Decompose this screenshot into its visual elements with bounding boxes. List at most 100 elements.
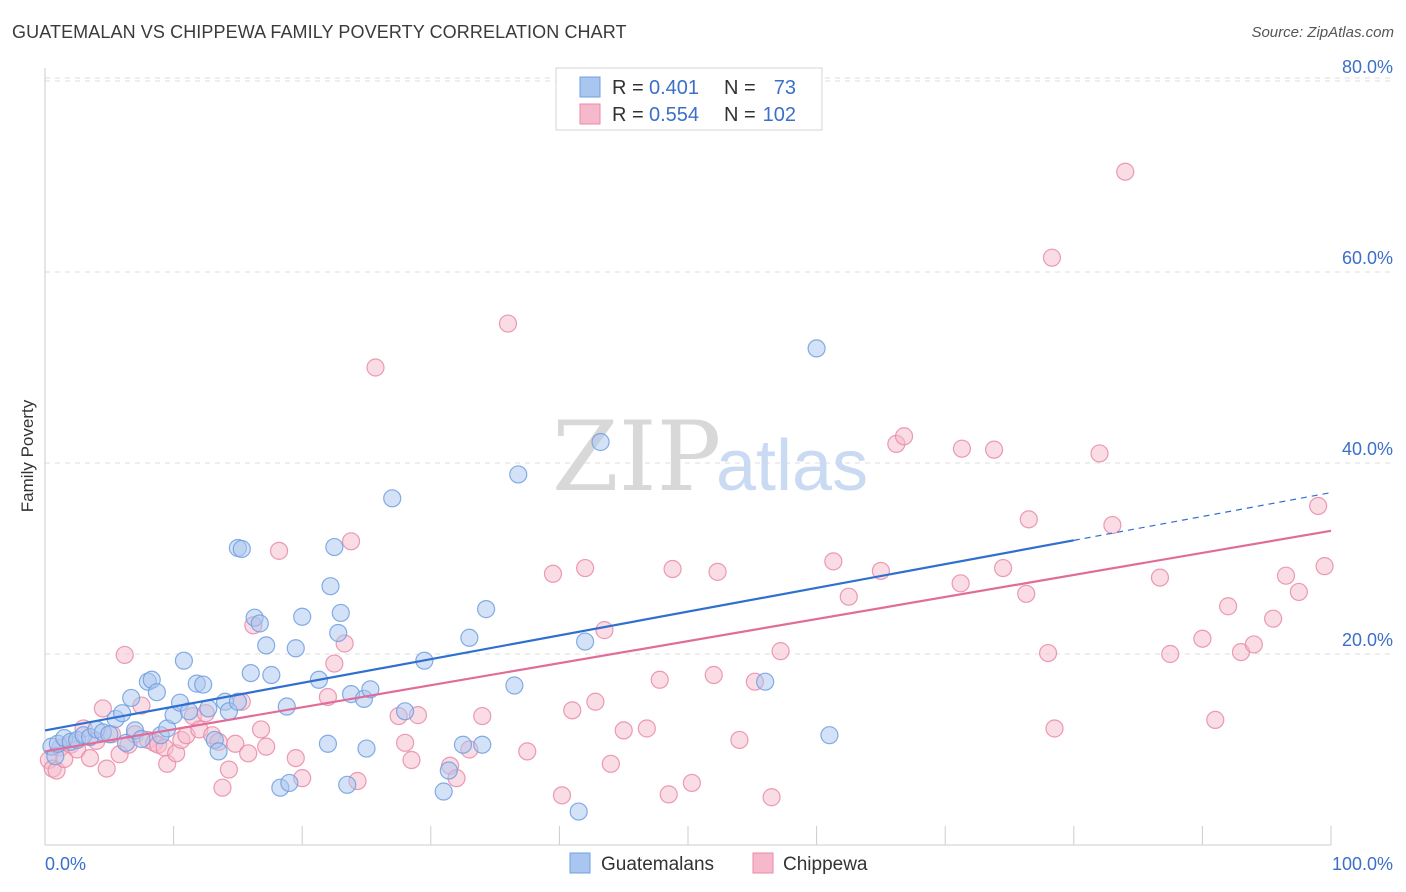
point-guatemalans-47	[318, 734, 338, 753]
point-guatemalans-52	[338, 775, 357, 794]
point-chippewa-65	[614, 721, 633, 740]
point-guatemalans-38	[250, 614, 269, 633]
point-chippewa-104	[1309, 496, 1328, 516]
point-guatemalans-66	[505, 676, 524, 695]
point-chippewa-84	[984, 440, 1004, 459]
point-chippewa-78	[839, 587, 858, 606]
point-guatemalans-39	[257, 636, 276, 655]
legend-n-value-1: 73	[774, 77, 796, 99]
point-chippewa-66	[637, 719, 656, 738]
point-chippewa-93	[1116, 162, 1135, 181]
point-chippewa-49	[395, 733, 415, 752]
point-guatemalans-70	[591, 432, 610, 452]
y-tick-label-2: 60.0%	[1342, 248, 1393, 268]
point-guatemalans-51	[331, 603, 350, 623]
point-chippewa-37	[251, 720, 271, 739]
point-guatemalans-71	[756, 672, 775, 691]
point-chippewa-82	[951, 574, 970, 593]
point-guatemalans-73	[820, 726, 839, 745]
point-chippewa-90	[1045, 719, 1064, 738]
point-guatemalans-28	[199, 699, 218, 718]
point-chippewa-89	[1042, 248, 1062, 267]
point-chippewa-31	[213, 778, 232, 797]
legend-r-value-1: 0.401	[649, 77, 699, 99]
point-guatemalans-49	[325, 537, 344, 557]
point-chippewa-60	[563, 701, 582, 720]
y-tick-label-1: 40.0%	[1342, 439, 1393, 459]
series-legend-label-chippewa: Chippewa	[783, 854, 868, 875]
chart-title: GUATEMALAN VS CHIPPEWA FAMILY POVERTY CO…	[12, 22, 627, 42]
point-chippewa-61	[576, 558, 595, 578]
point-guatemalans-24	[174, 651, 193, 670]
point-chippewa-33	[226, 734, 245, 753]
point-chippewa-39	[269, 541, 289, 560]
x-tick-label-min: 0.0%	[45, 854, 86, 874]
point-chippewa-101	[1264, 609, 1283, 628]
watermark-atlas: atlas	[716, 426, 868, 506]
point-guatemalans-44	[286, 639, 305, 658]
point-guatemalans-61	[439, 761, 458, 780]
point-chippewa-69	[663, 559, 682, 579]
x-tick-label-max: 100.0%	[1332, 854, 1393, 874]
point-chippewa-58	[543, 564, 563, 583]
series-legend-swatch-guatemalans	[569, 852, 591, 874]
point-chippewa-50	[402, 750, 421, 770]
point-guatemalans-64	[473, 735, 492, 754]
point-chippewa-103	[1289, 582, 1308, 602]
point-guatemalans-69	[576, 632, 595, 651]
series-legend-swatch-chippewa	[752, 852, 774, 874]
regression-line-guatemalans	[44, 539, 1074, 732]
legend-n-label-1: N =	[724, 77, 756, 99]
point-chippewa-63	[595, 621, 614, 640]
point-chippewa-8	[80, 748, 100, 768]
point-guatemalans-12	[113, 704, 132, 723]
point-chippewa-92	[1103, 515, 1122, 535]
point-chippewa-91	[1090, 444, 1109, 463]
point-chippewa-40	[286, 748, 305, 768]
point-chippewa-57	[518, 742, 537, 761]
point-chippewa-67	[650, 670, 669, 689]
point-chippewa-98	[1219, 597, 1238, 616]
point-chippewa-75	[762, 788, 781, 807]
legend-n-label-2: N =	[724, 104, 756, 126]
point-guatemalans-19	[147, 683, 166, 702]
point-chippewa-81	[894, 427, 914, 446]
point-guatemalans-65	[476, 600, 496, 619]
legend-swatch-chippewa	[579, 103, 601, 125]
point-chippewa-35	[239, 744, 258, 763]
point-guatemalans-48	[321, 577, 340, 596]
point-guatemalans-55	[357, 739, 376, 758]
y-tick-label-0: 20.0%	[1342, 630, 1393, 650]
point-chippewa-59	[552, 786, 572, 805]
point-chippewa-72	[708, 562, 727, 581]
point-guatemalans-42	[277, 697, 296, 716]
point-chippewa-71	[704, 665, 723, 685]
point-guatemalans-10	[100, 725, 119, 744]
y-axis-label: Family Poverty	[18, 399, 37, 512]
point-chippewa-105	[1315, 557, 1334, 576]
legend-n-value-2: 102	[763, 104, 796, 126]
y-ticks: 20.0% 40.0% 60.0% 80.0%	[1342, 57, 1393, 650]
legend-r-value-2: 0.554	[649, 104, 699, 126]
point-guatemalans-14	[122, 688, 141, 708]
y-tick-label-3: 80.0%	[1342, 57, 1393, 77]
point-chippewa-85	[993, 558, 1013, 578]
legend-r-label-1: R =	[612, 77, 644, 99]
point-guatemalans-58	[395, 702, 415, 721]
point-chippewa-38	[257, 737, 276, 756]
point-chippewa-11	[97, 759, 116, 778]
point-chippewa-70	[682, 773, 701, 793]
point-guatemalans-57	[383, 489, 402, 508]
point-chippewa-77	[824, 552, 843, 571]
point-guatemalans-33	[228, 692, 247, 711]
point-chippewa-83	[952, 439, 972, 458]
point-guatemalans-36	[241, 663, 260, 683]
point-chippewa-45	[341, 532, 361, 551]
point-chippewa-73	[730, 730, 749, 750]
point-chippewa-87	[1019, 510, 1038, 529]
point-guatemalans-68	[569, 802, 588, 821]
x-ticks	[173, 826, 1332, 845]
point-guatemalans-62	[453, 735, 473, 754]
point-chippewa-86	[1017, 584, 1036, 603]
